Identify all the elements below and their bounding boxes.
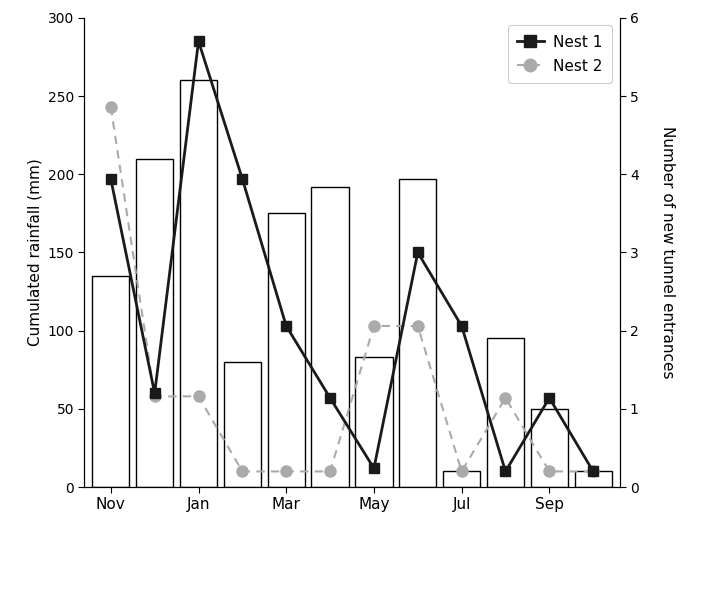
Bar bbox=[92, 276, 130, 487]
Bar bbox=[224, 362, 261, 487]
Bar bbox=[531, 409, 568, 487]
Bar bbox=[311, 187, 348, 487]
Y-axis label: Cumulated rainfall (mm): Cumulated rainfall (mm) bbox=[27, 159, 42, 346]
Bar bbox=[268, 213, 305, 487]
Bar bbox=[487, 339, 524, 487]
Bar bbox=[136, 159, 173, 487]
Legend: Nest 1, Nest 2: Nest 1, Nest 2 bbox=[508, 26, 612, 83]
Bar bbox=[180, 80, 217, 487]
Bar bbox=[443, 472, 480, 487]
Y-axis label: Number of new tunnel entrances: Number of new tunnel entrances bbox=[660, 126, 674, 379]
Bar bbox=[356, 357, 393, 487]
Bar bbox=[399, 179, 436, 487]
Bar bbox=[574, 472, 612, 487]
